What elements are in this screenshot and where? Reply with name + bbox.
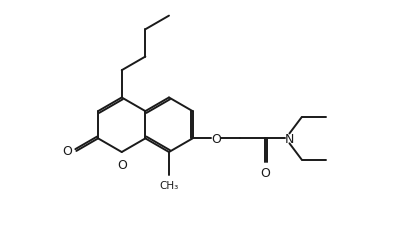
Text: CH₃: CH₃ [159,180,178,190]
Text: O: O [117,159,127,172]
Text: O: O [63,145,73,158]
Text: O: O [211,132,221,145]
Text: O: O [260,167,270,179]
Text: N: N [285,132,294,145]
